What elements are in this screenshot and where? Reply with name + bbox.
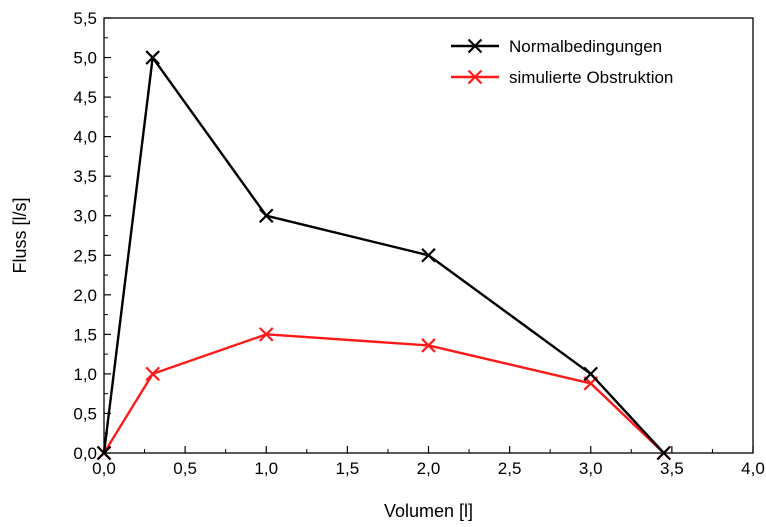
x-tick-label: 1,5 <box>336 459 360 478</box>
marker-stroke <box>258 208 274 224</box>
marker-stroke <box>421 247 436 263</box>
x-tick-label: 2,0 <box>417 459 441 478</box>
series-layer <box>96 50 672 461</box>
y-tick-label: 2,5 <box>73 246 97 265</box>
y-axis-label: Fluss [l/s] <box>10 197 30 273</box>
marker-stroke <box>145 50 160 65</box>
y-tick-label: 2,0 <box>73 286 97 305</box>
y-tick-label: 1,5 <box>73 325 97 344</box>
data-point <box>421 247 436 263</box>
legend-marker <box>467 38 483 54</box>
data-point <box>258 327 274 342</box>
data-point <box>421 338 436 353</box>
marker-stroke <box>258 327 274 342</box>
y-tick-label: 1,0 <box>73 365 97 384</box>
legend-label: Normalbedingungen <box>509 37 662 56</box>
legend-label: simulierte Obstruktion <box>509 68 673 87</box>
y-tick-label: 3,0 <box>73 207 97 226</box>
data-point <box>145 50 160 65</box>
y-tick-label: 5,5 <box>73 9 97 28</box>
data-point <box>258 208 274 224</box>
legend-item: Normalbedingungen <box>451 37 662 56</box>
data-point <box>145 366 160 382</box>
marker-stroke <box>145 366 160 382</box>
x-tick-label: 3,0 <box>579 459 603 478</box>
y-tick-label: 0,0 <box>73 444 97 463</box>
data-point <box>583 366 599 382</box>
series-line <box>102 56 665 454</box>
x-tick-label: 0,5 <box>173 459 197 478</box>
x-axis-label: Volumen [l] <box>384 501 473 521</box>
marker-stroke <box>421 338 436 353</box>
y-tick-label: 4,5 <box>73 88 97 107</box>
series-1 <box>96 327 672 461</box>
x-tick-label: 2,5 <box>498 459 522 478</box>
x-tick-label: 1,0 <box>254 459 278 478</box>
series-line <box>102 333 665 454</box>
marker-stroke <box>467 38 483 54</box>
y-tick-label: 5,0 <box>73 49 97 68</box>
legend-marker <box>467 69 483 85</box>
marker-stroke <box>583 366 599 382</box>
series-0 <box>96 50 672 461</box>
legend: Normalbedingungen simulierte Obstruktion <box>451 37 673 87</box>
y-tick-label: 4,0 <box>73 128 97 147</box>
legend-item: simulierte Obstruktion <box>451 68 673 87</box>
axes-layer: 0,0 0,5 1,0 1,5 2,0 2,5 3,0 3,5 4,0 0,0 0,5 1,0 1,5 2… <box>73 9 764 478</box>
y-tick-label: 0,5 <box>73 404 97 423</box>
marker-stroke <box>467 69 483 85</box>
x-tick-label: 0,0 <box>92 459 116 478</box>
x-tick-label: 3,5 <box>660 459 684 478</box>
y-tick-label: 3,5 <box>73 167 97 186</box>
x-tick-label: 4,0 <box>741 459 765 478</box>
